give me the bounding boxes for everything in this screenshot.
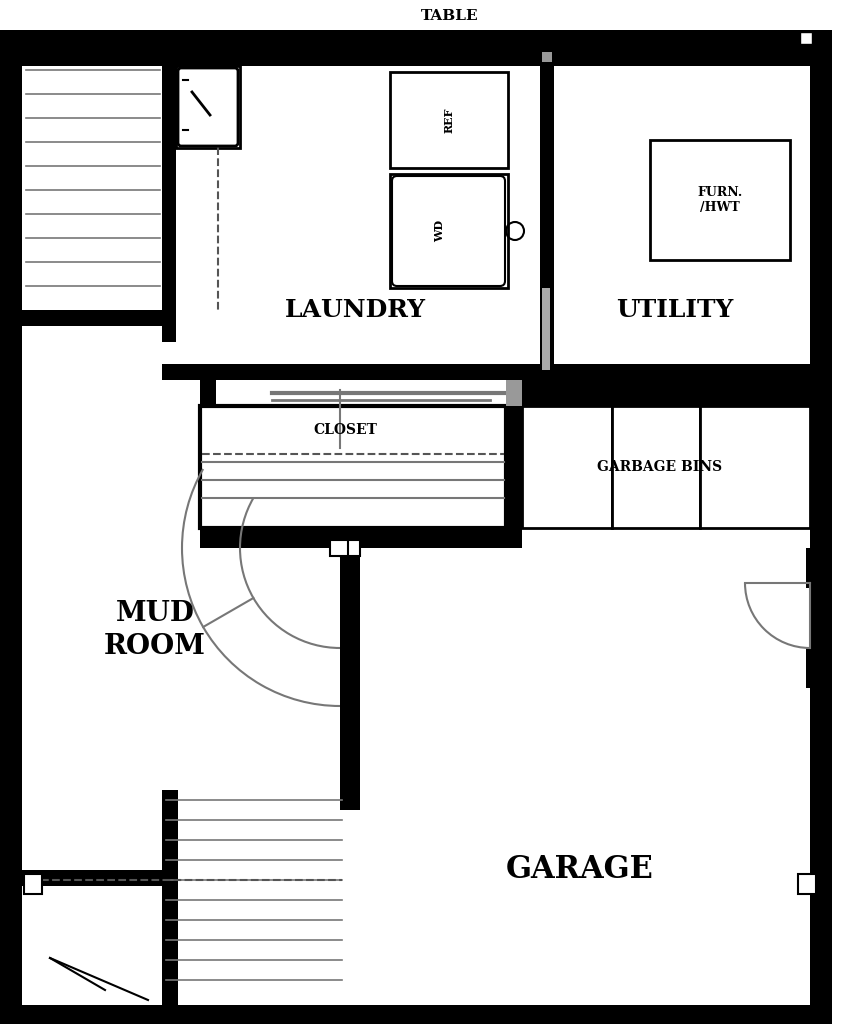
Bar [176,66,240,148]
Bar [0,1005,832,1024]
Bar [162,364,810,380]
Bar [22,870,162,886]
Text: LAUNDRY: LAUNDRY [285,298,425,322]
Bar [24,874,42,894]
Bar [330,540,348,556]
Bar [390,174,508,288]
Bar [542,52,552,62]
Bar [506,380,522,406]
Bar [22,52,810,66]
Bar [162,326,176,342]
Text: GARAGE: GARAGE [506,854,654,886]
Bar [340,548,360,810]
Text: MUD
ROOM: MUD ROOM [104,600,206,660]
Text: TABLE: TABLE [421,9,479,23]
Bar [540,52,554,370]
Text: FURN.
/HWT: FURN. /HWT [697,186,743,214]
Bar [162,790,178,1005]
Bar [700,406,810,528]
Bar [506,380,522,528]
Bar [506,364,810,406]
Bar [806,548,810,588]
Bar [542,288,550,370]
Bar [22,310,176,326]
Text: CLOSET: CLOSET [313,423,377,437]
FancyBboxPatch shape [392,176,505,286]
Bar [522,406,612,528]
Bar [200,380,216,528]
Bar [390,72,508,168]
Text: GARBAGE BINS: GARBAGE BINS [597,460,722,474]
Bar [806,648,810,688]
Text: WD: WD [435,220,446,242]
Bar [800,32,812,44]
Bar [650,140,790,260]
Bar [180,70,236,144]
Bar [612,406,700,528]
Bar [200,406,506,528]
Text: UTILITY: UTILITY [617,298,734,322]
Text: REF: REF [444,108,455,133]
Bar [162,52,176,310]
Bar [0,30,22,1020]
Bar [810,30,832,1020]
Bar [0,30,832,52]
Bar [798,874,816,894]
FancyBboxPatch shape [178,68,238,146]
Bar [340,540,360,556]
Bar [200,528,522,548]
Bar [162,870,178,1005]
